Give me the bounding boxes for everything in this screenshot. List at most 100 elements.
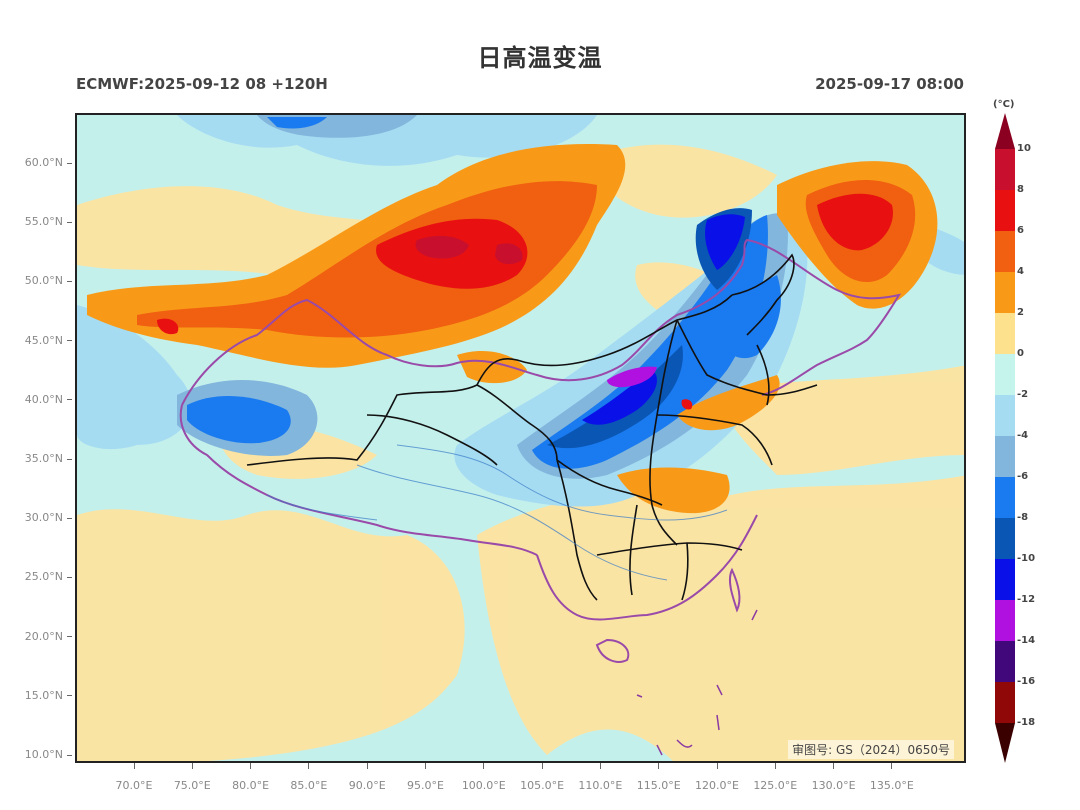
cool-record-region bbox=[607, 366, 657, 388]
longitude-tick-label: 90.0°E bbox=[348, 779, 386, 792]
longitude-tick: 120.0°E bbox=[687, 763, 747, 792]
latitude-tick-label: 25.0°N bbox=[24, 570, 63, 584]
colorbar-tick-label: -14 bbox=[1017, 635, 1036, 646]
latitude-tick-label: 50.0°N bbox=[24, 274, 63, 288]
latitude-tick-label: 10.0°N bbox=[24, 748, 63, 761]
longitude-tick: 100.0°E bbox=[454, 763, 514, 792]
latitude-tick-label: 35.0°N bbox=[24, 452, 63, 465]
longitude-tick: 85.0°E bbox=[279, 763, 339, 792]
longitude-tick-label: 115.0°E bbox=[636, 779, 681, 792]
longitude-tick-label: 130.0°E bbox=[811, 779, 856, 792]
longitude-tick-label: 105.0°E bbox=[520, 779, 565, 792]
tick-mark bbox=[425, 763, 426, 769]
longitude-tick-label: 100.0°E bbox=[461, 779, 506, 792]
map-approval-number: 审图号: GS（2024）0650号 bbox=[788, 740, 954, 759]
latitude-tick: 60.0°N bbox=[0, 156, 72, 169]
chart-title: 日高温变温 bbox=[477, 44, 603, 72]
tick-mark bbox=[891, 763, 893, 769]
tick-mark bbox=[67, 280, 72, 282]
colorbar-tick-label: 2 bbox=[1017, 307, 1024, 318]
longitude-tick: 130.0°E bbox=[804, 763, 864, 792]
latitude-tick: 25.0°N bbox=[0, 570, 72, 583]
longitude-tick: 90.0°E bbox=[337, 763, 397, 792]
tick-mark bbox=[774, 763, 776, 769]
longitude-tick-label: 125.0°E bbox=[753, 779, 798, 792]
tick-mark bbox=[191, 763, 193, 769]
longitude-tick-label: 110.0°E bbox=[578, 779, 623, 792]
colorbar-tick-label: 6 bbox=[1017, 225, 1024, 236]
longitude-tick: 125.0°E bbox=[745, 763, 805, 792]
colorbar bbox=[995, 113, 1015, 767]
tick-mark bbox=[67, 399, 72, 401]
colorbar-tick-label: 0 bbox=[1017, 348, 1024, 359]
latitude-tick: 15.0°N bbox=[0, 689, 72, 702]
colorbar-tick-label: -10 bbox=[1017, 553, 1036, 564]
tick-mark bbox=[250, 763, 252, 769]
tick-mark bbox=[541, 763, 543, 769]
longitude-tick-label: 70.0°E bbox=[115, 779, 153, 792]
latitude-tick: 10.0°N bbox=[0, 748, 72, 761]
longitude-tick: 105.0°E bbox=[512, 763, 572, 792]
latitude-tick-label: 15.0°N bbox=[24, 688, 63, 702]
colorbar-unit: (°C) bbox=[993, 99, 1015, 110]
longitude-tick: 135.0°E bbox=[862, 763, 922, 792]
latitude-tick: 40.0°N bbox=[0, 393, 72, 406]
colorbar-tick-label: -18 bbox=[1017, 717, 1036, 728]
longitude-tick-label: 80.0°E bbox=[232, 779, 270, 792]
longitude-tick-label: 135.0°E bbox=[869, 779, 914, 792]
tick-mark bbox=[67, 162, 72, 164]
colorbar-gradient bbox=[995, 113, 1015, 763]
latitude-tick: 45.0°N bbox=[0, 334, 72, 347]
national-border bbox=[179, 238, 902, 663]
latitude-tick-label: 30.0°N bbox=[24, 511, 63, 525]
tick-mark bbox=[67, 517, 72, 519]
map-heatmap-canvas bbox=[77, 115, 964, 761]
colorbar-tick-label: -16 bbox=[1017, 676, 1036, 687]
colorbar-tick-label: -4 bbox=[1017, 430, 1029, 441]
tick-mark bbox=[67, 576, 72, 578]
longitude-tick-label: 75.0°E bbox=[173, 779, 211, 792]
colorbar-tick-label: 8 bbox=[1017, 184, 1024, 195]
tick-mark bbox=[599, 763, 601, 769]
latitude-tick: 35.0°N bbox=[0, 452, 72, 465]
colorbar-tick-label: -2 bbox=[1017, 389, 1029, 400]
colorbar-tick-label: 10 bbox=[1017, 143, 1031, 154]
tick-mark bbox=[483, 763, 485, 769]
tick-mark bbox=[366, 763, 368, 769]
tick-mark bbox=[658, 763, 660, 769]
longitude-tick: 80.0°E bbox=[221, 763, 281, 792]
tick-mark bbox=[67, 458, 72, 460]
rivers bbox=[266, 444, 728, 581]
latitude-tick: 55.0°N bbox=[0, 215, 72, 228]
provincial-borders bbox=[246, 253, 818, 601]
temperature-change-map[interactable]: 审图号: GS（2024）0650号 bbox=[75, 113, 966, 763]
tick-mark bbox=[67, 695, 72, 697]
latitude-tick-label: 20.0°N bbox=[24, 629, 63, 643]
longitude-tick: 70.0°E bbox=[104, 763, 164, 792]
south-china-sea-islands bbox=[636, 609, 758, 756]
latitude-tick-label: 55.0°N bbox=[24, 215, 63, 229]
colorbar-tick-label: -6 bbox=[1017, 471, 1029, 482]
latitude-tick: 30.0°N bbox=[0, 511, 72, 524]
longitude-tick: 110.0°E bbox=[570, 763, 630, 792]
longitude-tick-label: 95.0°E bbox=[407, 779, 444, 792]
tick-mark bbox=[67, 636, 72, 638]
tick-mark bbox=[833, 763, 835, 769]
colorbar-tick-label: 4 bbox=[1017, 266, 1024, 277]
tick-mark bbox=[716, 763, 718, 769]
longitude-tick-label: 120.0°E bbox=[695, 779, 739, 792]
tick-mark bbox=[67, 754, 72, 756]
tick-mark bbox=[308, 763, 310, 769]
colorbar-tick-label: -12 bbox=[1017, 594, 1036, 605]
longitude-tick: 95.0°E bbox=[396, 763, 456, 792]
latitude-tick-label: 45.0°N bbox=[24, 333, 63, 347]
tick-mark bbox=[133, 763, 135, 769]
tick-mark bbox=[67, 340, 72, 342]
colorbar-tick-label: -8 bbox=[1017, 512, 1029, 523]
valid-time-label: 2025-09-17 08:00 bbox=[815, 75, 964, 93]
tick-mark bbox=[67, 221, 72, 223]
model-run-label: ECMWF:2025-09-12 08 +120H bbox=[76, 75, 328, 93]
latitude-tick: 20.0°N bbox=[0, 630, 72, 643]
longitude-tick: 75.0°E bbox=[162, 763, 222, 792]
warm-extreme-regions bbox=[415, 235, 523, 265]
